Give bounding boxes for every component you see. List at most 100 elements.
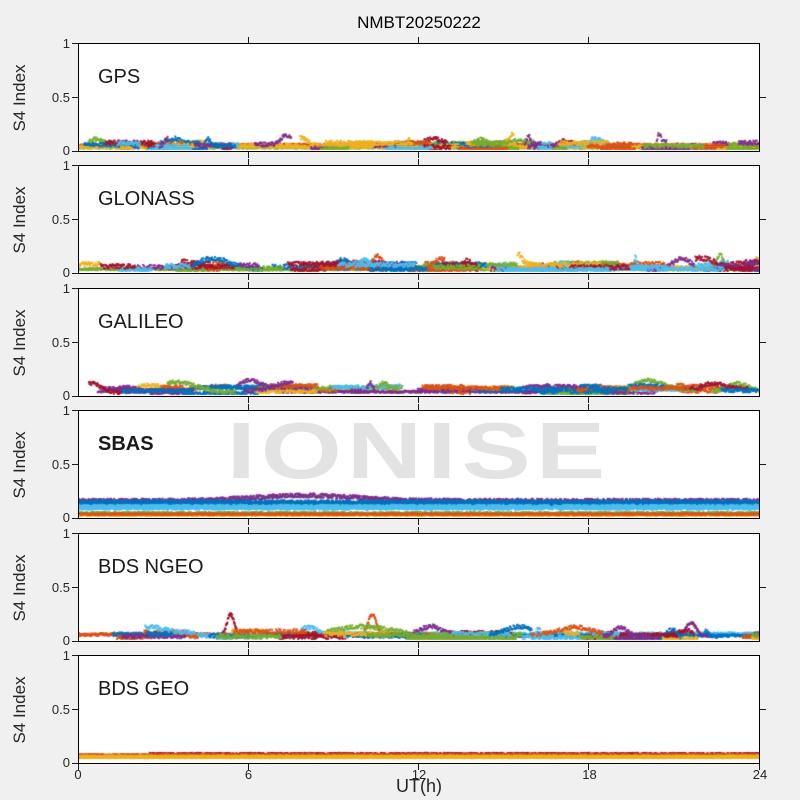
y-tick-label: 0.5 bbox=[51, 89, 70, 105]
tick-mark bbox=[588, 527, 589, 533]
y-tick-label: 0.5 bbox=[51, 456, 70, 472]
y-tick-label: 1 bbox=[62, 158, 70, 173]
chart-title: NMBT20250222 bbox=[357, 13, 481, 32]
y-tick-label: 0 bbox=[62, 265, 70, 280]
tick-mark bbox=[588, 282, 589, 288]
tick-mark bbox=[418, 764, 419, 770]
tick-mark bbox=[760, 341, 766, 343]
panel-label-bds-geo: BDS GEO bbox=[98, 678, 190, 700]
tick-mark bbox=[72, 641, 78, 642]
tick-mark bbox=[248, 527, 249, 533]
tick-mark bbox=[760, 708, 766, 710]
y-tick-label: 0 bbox=[62, 388, 70, 403]
x-tick-label: 6 bbox=[244, 767, 253, 782]
x-tick-label: 12 bbox=[411, 767, 427, 782]
scatter-canvas-glonass bbox=[79, 166, 759, 273]
tick-mark bbox=[72, 96, 78, 98]
tick-mark bbox=[248, 37, 249, 43]
y-tick-label: 1 bbox=[62, 281, 70, 296]
tick-mark bbox=[760, 218, 766, 220]
subplot-galileo: S4 Index 1 0.5 0 GALILEO bbox=[10, 282, 766, 403]
tick-mark bbox=[418, 527, 419, 533]
tick-mark bbox=[72, 533, 78, 534]
tick-mark bbox=[72, 463, 78, 465]
y-tick-label: 0 bbox=[62, 510, 70, 525]
y-axis-label: S4 Index bbox=[10, 63, 29, 132]
tick-mark bbox=[248, 282, 249, 288]
x-tick-label: 0 bbox=[74, 767, 82, 782]
tick-mark bbox=[72, 655, 78, 656]
subplot-bds-ngeo: S4 Index 1 0.5 0 BDS NGEO bbox=[10, 527, 766, 648]
y-axis-label: S4 Index bbox=[10, 308, 29, 377]
tick-mark bbox=[588, 152, 589, 158]
tick-mark bbox=[72, 396, 78, 397]
panel-label-gps: GPS bbox=[98, 66, 141, 88]
tick-mark bbox=[248, 519, 249, 525]
tick-mark bbox=[248, 274, 249, 280]
tick-mark bbox=[588, 642, 589, 648]
tick-mark bbox=[248, 649, 249, 655]
y-tick-label: 0 bbox=[62, 633, 70, 648]
y-tick-label: 0 bbox=[62, 143, 70, 158]
tick-mark bbox=[588, 274, 589, 280]
tick-mark bbox=[418, 152, 419, 158]
tick-mark bbox=[72, 165, 78, 166]
tick-mark bbox=[72, 288, 78, 289]
scatter-canvas-sbas bbox=[79, 411, 759, 518]
tick-mark bbox=[72, 151, 78, 152]
panel-label-bds-ngeo: BDS NGEO bbox=[98, 556, 204, 578]
y-tick-label: 0.5 bbox=[51, 701, 70, 717]
scatter-canvas-galileo bbox=[79, 289, 759, 396]
scatter-canvas-bds-geo bbox=[79, 656, 759, 763]
tick-mark bbox=[588, 404, 589, 410]
y-tick-label: 1 bbox=[62, 526, 70, 541]
tick-mark bbox=[248, 764, 249, 770]
y-axis-label: S4 Index bbox=[10, 430, 29, 499]
tick-mark bbox=[418, 282, 419, 288]
tick-mark bbox=[72, 586, 78, 588]
tick-mark bbox=[72, 273, 78, 274]
tick-mark bbox=[588, 397, 589, 403]
y-tick-label: 0.5 bbox=[51, 334, 70, 350]
tick-mark bbox=[72, 410, 78, 411]
tick-mark bbox=[72, 341, 78, 343]
tick-mark bbox=[248, 642, 249, 648]
tick-mark bbox=[588, 37, 589, 43]
tick-mark bbox=[418, 274, 419, 280]
panel-label-sbas: SBAS bbox=[98, 433, 154, 455]
y-tick-label: 0 bbox=[62, 755, 70, 770]
x-tick-label: 18 bbox=[582, 767, 597, 782]
tick-mark bbox=[588, 764, 589, 770]
y-axis-label: S4 Index bbox=[10, 675, 29, 744]
subplot-sbas: IONISE S4 Index 1 0.5 0 SBAS bbox=[10, 404, 766, 525]
panel-label-galileo: GALILEO bbox=[98, 311, 184, 333]
tick-mark bbox=[418, 404, 419, 410]
tick-mark bbox=[760, 463, 766, 465]
subplot-glonass: S4 Index 1 0.5 0 GLONASS bbox=[10, 159, 766, 280]
x-axis-label: UT(h) bbox=[396, 776, 442, 796]
y-tick-label: 1 bbox=[62, 36, 70, 51]
tick-mark bbox=[418, 519, 419, 525]
subplot-bds-geo: S4 Index 1 0.5 0 BDS GEO bbox=[10, 649, 766, 770]
tick-mark bbox=[418, 159, 419, 165]
panel-label-glonass: GLONASS bbox=[98, 188, 195, 210]
tick-mark bbox=[248, 404, 249, 410]
tick-mark bbox=[760, 96, 766, 98]
y-axis-label: S4 Index bbox=[10, 553, 29, 622]
tick-mark bbox=[248, 159, 249, 165]
scatter-canvas-bds-ngeo bbox=[79, 534, 759, 641]
tick-mark bbox=[72, 43, 78, 44]
tick-mark bbox=[418, 649, 419, 655]
tick-mark bbox=[418, 397, 419, 403]
tick-mark bbox=[760, 586, 766, 588]
tick-mark bbox=[759, 764, 760, 770]
tick-mark bbox=[72, 708, 78, 710]
tick-mark bbox=[588, 159, 589, 165]
tick-mark bbox=[418, 642, 419, 648]
tick-mark bbox=[78, 764, 79, 770]
tick-mark bbox=[588, 519, 589, 525]
scatter-canvas-gps bbox=[79, 44, 759, 151]
tick-mark bbox=[72, 518, 78, 519]
y-axis-label: S4 Index bbox=[10, 185, 29, 254]
